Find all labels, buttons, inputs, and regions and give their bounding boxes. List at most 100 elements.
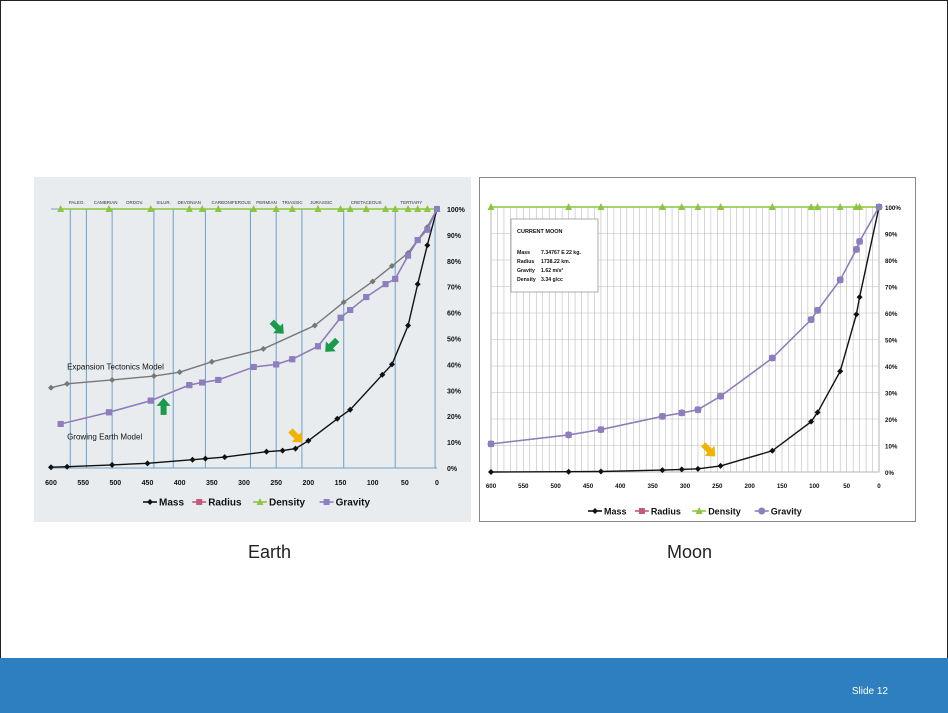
- earth-caption: Earth: [248, 542, 292, 562]
- data-point: [64, 463, 71, 470]
- data-point: [362, 205, 370, 212]
- data-point: [48, 384, 54, 391]
- data-point: [678, 409, 686, 417]
- data-point: [215, 376, 222, 383]
- earth-chart: PALEO. CAMBRIAN ORDOV. SILUR. DEVONIAN CARBON…: [34, 177, 471, 522]
- moon-infobox-label-gravity: Gravity: [517, 268, 535, 274]
- footer-band: [0, 658, 948, 713]
- data-point: [382, 205, 390, 212]
- data-point: [659, 467, 666, 474]
- data-point: [208, 358, 215, 365]
- data-point: [334, 415, 341, 422]
- data-point: [807, 316, 815, 324]
- legend-marker-radius: [638, 508, 645, 514]
- x-tick-label: 350: [206, 480, 218, 487]
- y-tick-label: 40%: [447, 362, 462, 369]
- x-tick-label: 50: [843, 483, 850, 490]
- y-tick-label: 20%: [885, 417, 898, 424]
- data-point: [198, 205, 206, 212]
- data-point: [769, 447, 776, 454]
- data-point: [214, 205, 222, 212]
- period-label-cretaceous: CRETACEOUS: [351, 200, 382, 205]
- legend-label-density: Density: [708, 507, 741, 517]
- data-point: [424, 226, 431, 233]
- moon-chart-svg: 600 550 500 450 400 350 300 250 200 150 100 50 00%10…: [486, 203, 901, 517]
- data-point: [694, 465, 701, 472]
- moon-infobox-title: CURRENT MOON: [517, 229, 563, 235]
- arrow-1-green-shape: [325, 337, 340, 352]
- x-tick-label: 450: [583, 483, 594, 490]
- moon-legend: Mass Radius Density Gravity: [588, 507, 802, 517]
- data-point: [311, 322, 318, 329]
- data-point: [694, 406, 702, 414]
- data-point: [292, 445, 299, 452]
- data-point: [875, 203, 883, 211]
- y-tick-label: 50%: [885, 338, 898, 345]
- data-point: [807, 203, 815, 210]
- period-label-triassic: TRIASSIC: [282, 200, 304, 205]
- x-tick-label: 500: [109, 480, 121, 487]
- arrow-3-yellow-shape: [288, 428, 303, 443]
- earth-grid: [51, 208, 437, 469]
- period-label-jurassic: JURASSIC: [310, 200, 333, 205]
- data-point: [382, 281, 389, 288]
- period-label-silur: SILUR.: [156, 200, 171, 205]
- earth-legend: Mass Radius Density Gravity: [143, 498, 371, 509]
- data-point: [250, 363, 257, 370]
- data-point: [856, 294, 863, 301]
- x-tick-label: 500: [551, 483, 562, 490]
- legend-marker-density: [256, 498, 264, 505]
- data-point: [288, 205, 296, 212]
- y-tick-label: 100%: [447, 207, 466, 214]
- legend-marker-gravity: [323, 499, 330, 505]
- data-point: [144, 460, 151, 467]
- data-point: [340, 299, 347, 306]
- period-label-cambrian: CAMBRIAN: [94, 200, 118, 205]
- legend-label-mass: Mass: [159, 498, 184, 509]
- data-point: [853, 311, 860, 318]
- data-point: [414, 205, 422, 212]
- data-point: [597, 426, 605, 434]
- data-point: [694, 203, 702, 210]
- data-point: [199, 379, 206, 386]
- x-tick-label: 400: [174, 480, 186, 487]
- period-label-tertiary: TERTIARY: [400, 200, 422, 205]
- data-point: [434, 206, 440, 212]
- moon-infobox-value-gravity: 1.62 m/s²: [541, 268, 563, 274]
- legend-label-density: Density: [269, 498, 306, 509]
- data-point: [768, 203, 776, 210]
- data-point: [392, 275, 399, 282]
- data-point: [337, 205, 344, 212]
- data-point: [109, 376, 116, 383]
- series-density: [487, 203, 883, 210]
- data-point: [279, 447, 286, 454]
- x-tick-label: 550: [518, 483, 529, 490]
- data-point: [856, 237, 864, 245]
- data-point: [363, 294, 370, 301]
- data-point: [678, 466, 685, 473]
- data-point: [565, 431, 573, 439]
- data-point: [414, 281, 421, 288]
- data-point: [414, 237, 421, 244]
- x-tick-label: 100: [367, 480, 379, 487]
- data-point: [814, 409, 821, 416]
- y-tick-label: 10%: [885, 444, 898, 451]
- y-tick-label: 70%: [447, 285, 462, 292]
- data-point: [658, 203, 666, 210]
- annotation-growing-earth-model: Growing Earth Model: [67, 433, 142, 442]
- moon-infobox-value-mass: 7.34767 E 22 kg.: [541, 250, 581, 256]
- data-point: [273, 361, 280, 368]
- period-label-paleo: PALEO.: [69, 200, 85, 205]
- data-point: [147, 397, 154, 404]
- period-label-permian: PERMIAN: [256, 200, 277, 205]
- x-tick-label: 150: [777, 483, 788, 490]
- data-point: [717, 203, 725, 210]
- data-point: [272, 205, 280, 212]
- data-point: [565, 468, 572, 475]
- series-density: [57, 205, 441, 212]
- data-point: [717, 462, 724, 469]
- earth-axes: 600 550 500 450 400 350 300 250 200 150 100 50 00%10…: [45, 207, 466, 487]
- legend-label-radius: Radius: [208, 498, 242, 509]
- x-tick-label: 400: [615, 483, 626, 490]
- data-point: [221, 454, 228, 461]
